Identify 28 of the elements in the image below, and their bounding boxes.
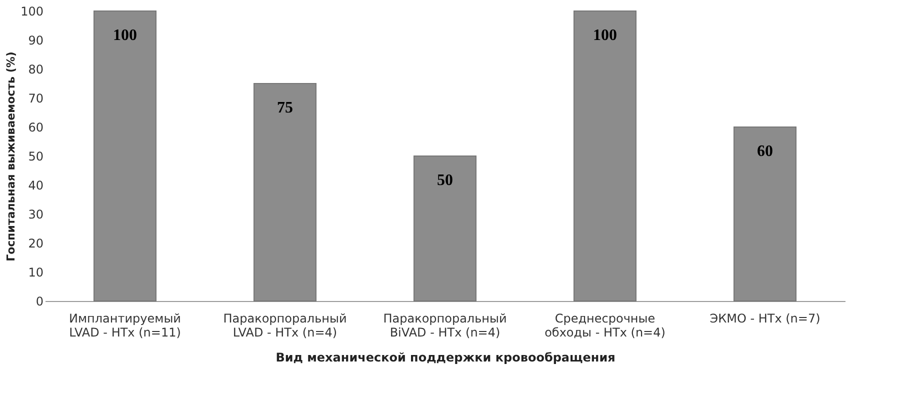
bar: [414, 156, 476, 302]
bar: [734, 126, 796, 302]
y-tick-label: 30: [28, 208, 44, 222]
y-tick-label: 40: [28, 178, 44, 192]
data-label: 50: [437, 172, 453, 189]
x-tick-label: ЭКМО - HTx (n=7): [710, 312, 820, 326]
y-tick-label: 90: [28, 34, 44, 48]
data-label: 60: [757, 143, 773, 160]
y-tick-label: 60: [28, 120, 44, 134]
x-tick-label: Паракорпоральный LVAD - HTx (n=4): [223, 312, 347, 340]
data-label: 75: [277, 100, 293, 116]
y-tick-label: 100: [20, 4, 44, 18]
bar: [254, 83, 316, 302]
data-label: 100: [593, 27, 617, 44]
x-tick-label: Паракорпоральный BiVAD - HTx (n=4): [383, 312, 507, 340]
data-label: 100: [113, 27, 137, 44]
y-tick-label: 50: [28, 150, 44, 164]
x-axis-title: Вид механической поддержки кровообращения: [276, 350, 616, 364]
y-tick-label: 80: [28, 62, 44, 76]
bar: [94, 10, 156, 302]
bar: [574, 10, 636, 302]
y-tick-label: 0: [36, 294, 44, 308]
y-axis-title: Госпитальная выживаемость (%): [4, 52, 18, 262]
x-tick-label: Среднесрочные обходы - HTx (n=4): [544, 312, 666, 340]
x-tick-label: Имплантируемый LVAD - HTx (n=11): [69, 312, 181, 340]
y-tick-label: 70: [28, 92, 44, 106]
y-tick-label: 20: [28, 236, 44, 250]
y-tick-label: 10: [28, 266, 44, 280]
